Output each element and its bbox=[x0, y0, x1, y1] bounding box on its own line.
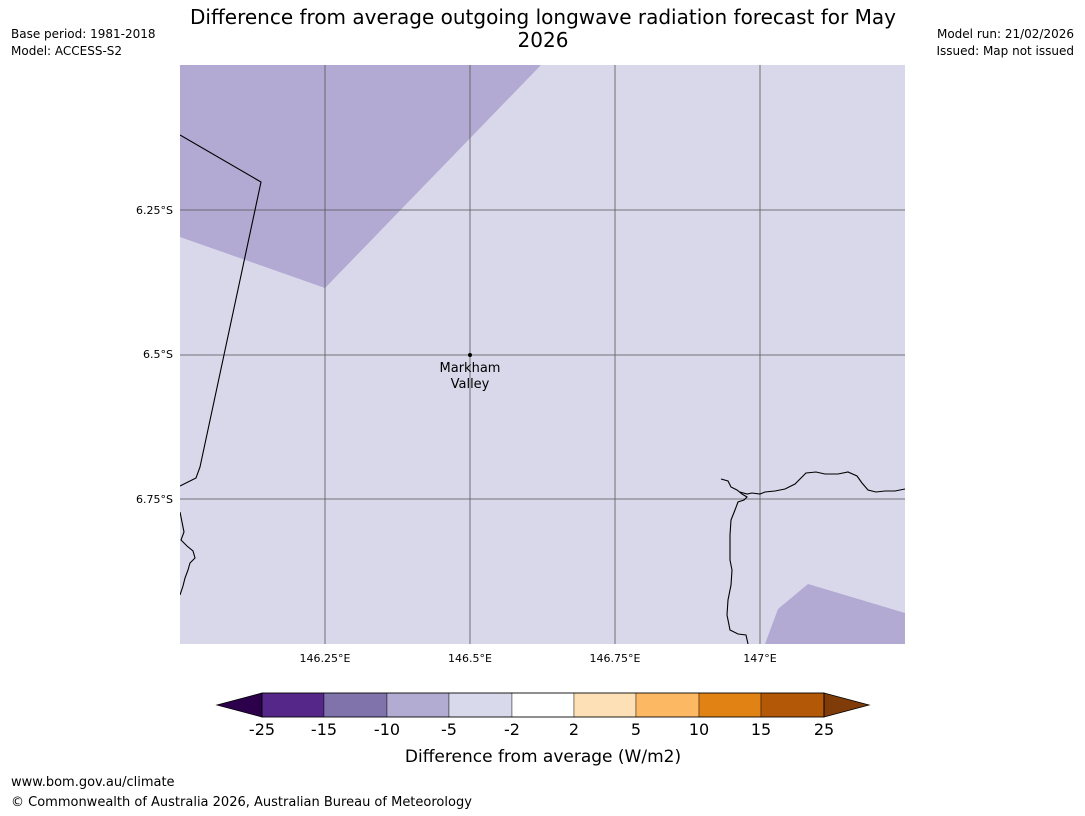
province-boundary-line bbox=[180, 134, 262, 487]
model-text: Model: ACCESS-S2 bbox=[11, 44, 123, 58]
colorbar-tick-label: 25 bbox=[814, 720, 834, 739]
colorbar-tick-label: -15 bbox=[311, 720, 337, 739]
colorbar-segment bbox=[698, 692, 762, 718]
colorbar-tick-label: 15 bbox=[751, 720, 771, 739]
colorbar-tick-label: 10 bbox=[689, 720, 709, 739]
map-area bbox=[180, 65, 905, 644]
lat-tick-label: 6.25°S bbox=[136, 204, 173, 217]
gridlines bbox=[180, 65, 905, 644]
colorbar-segment bbox=[635, 692, 700, 718]
base-period-text: Base period: 1981-2018 bbox=[11, 27, 156, 41]
colorbar-tick-label: -2 bbox=[504, 720, 520, 739]
map-title: Difference from average outgoing longwav… bbox=[190, 5, 896, 52]
lon-tick-label: 146.25°E bbox=[300, 652, 351, 665]
coastline-west bbox=[180, 511, 196, 596]
coastline-east bbox=[739, 471, 905, 495]
colorbar-tick-label: -5 bbox=[441, 720, 457, 739]
colorbar-extend-low bbox=[215, 692, 263, 718]
lon-tick-label: 146.75°E bbox=[590, 652, 641, 665]
colorbar: -25 -15 -10 -5 -2 2 5 10 15 25 Differenc… bbox=[215, 692, 871, 767]
colorbar-tick-label: 2 bbox=[569, 720, 579, 739]
colorbar-segment bbox=[261, 692, 325, 718]
colorbar-title: Difference from average (W/m2) bbox=[405, 747, 681, 767]
anomaly-region-southeast bbox=[765, 584, 905, 644]
model-run-text: Model run: 21/02/2026 bbox=[936, 27, 1074, 41]
lon-tick-labels: 146.25°E 146.5°E 146.75°E 147°E bbox=[300, 652, 777, 665]
coastlines bbox=[180, 134, 905, 644]
colorbar-tick-label: 5 bbox=[631, 720, 641, 739]
colorbar-segment bbox=[511, 692, 575, 718]
lat-tick-labels: 6.25°S 6.5°S 6.75°S bbox=[136, 204, 173, 506]
anomaly-region-northwest bbox=[180, 65, 541, 288]
lat-tick-label: 6.5°S bbox=[143, 348, 173, 361]
place-label-line1: Markham bbox=[440, 361, 501, 376]
colorbar-segment bbox=[573, 692, 637, 718]
issued-text: Issued: Map not issued bbox=[936, 44, 1074, 58]
colorbar-segment bbox=[323, 692, 388, 718]
colorbar-segment bbox=[448, 692, 513, 718]
colorbar-tick-label: -25 bbox=[249, 720, 275, 739]
lon-tick-label: 147°E bbox=[743, 652, 776, 665]
coastline-huon-gulf bbox=[720, 478, 749, 644]
meta-left: Base period: 1981-2018 Model: ACCESS-S2 bbox=[11, 26, 156, 60]
lat-tick-label: 6.75°S bbox=[136, 493, 173, 506]
place-marker bbox=[468, 353, 472, 357]
meta-right: Model run: 21/02/2026 Issued: Map not is… bbox=[936, 26, 1074, 60]
place-label-line2: Valley bbox=[451, 377, 490, 392]
colorbar-ticks: -25 -15 -10 -5 -2 2 5 10 15 25 bbox=[249, 720, 834, 739]
footer-copyright: © Commonwealth of Australia 2026, Austra… bbox=[11, 795, 472, 810]
lon-tick-label: 146.5°E bbox=[448, 652, 492, 665]
place-markham-valley: Markham Valley bbox=[440, 353, 501, 392]
colorbar-extend-high bbox=[823, 692, 871, 718]
colorbar-segment bbox=[386, 692, 450, 718]
footer-url: www.bom.gov.au/climate bbox=[11, 775, 175, 790]
colorbar-segment bbox=[760, 692, 825, 718]
colorbar-tick-label: -10 bbox=[374, 720, 400, 739]
colorbar-outline bbox=[261, 692, 825, 718]
